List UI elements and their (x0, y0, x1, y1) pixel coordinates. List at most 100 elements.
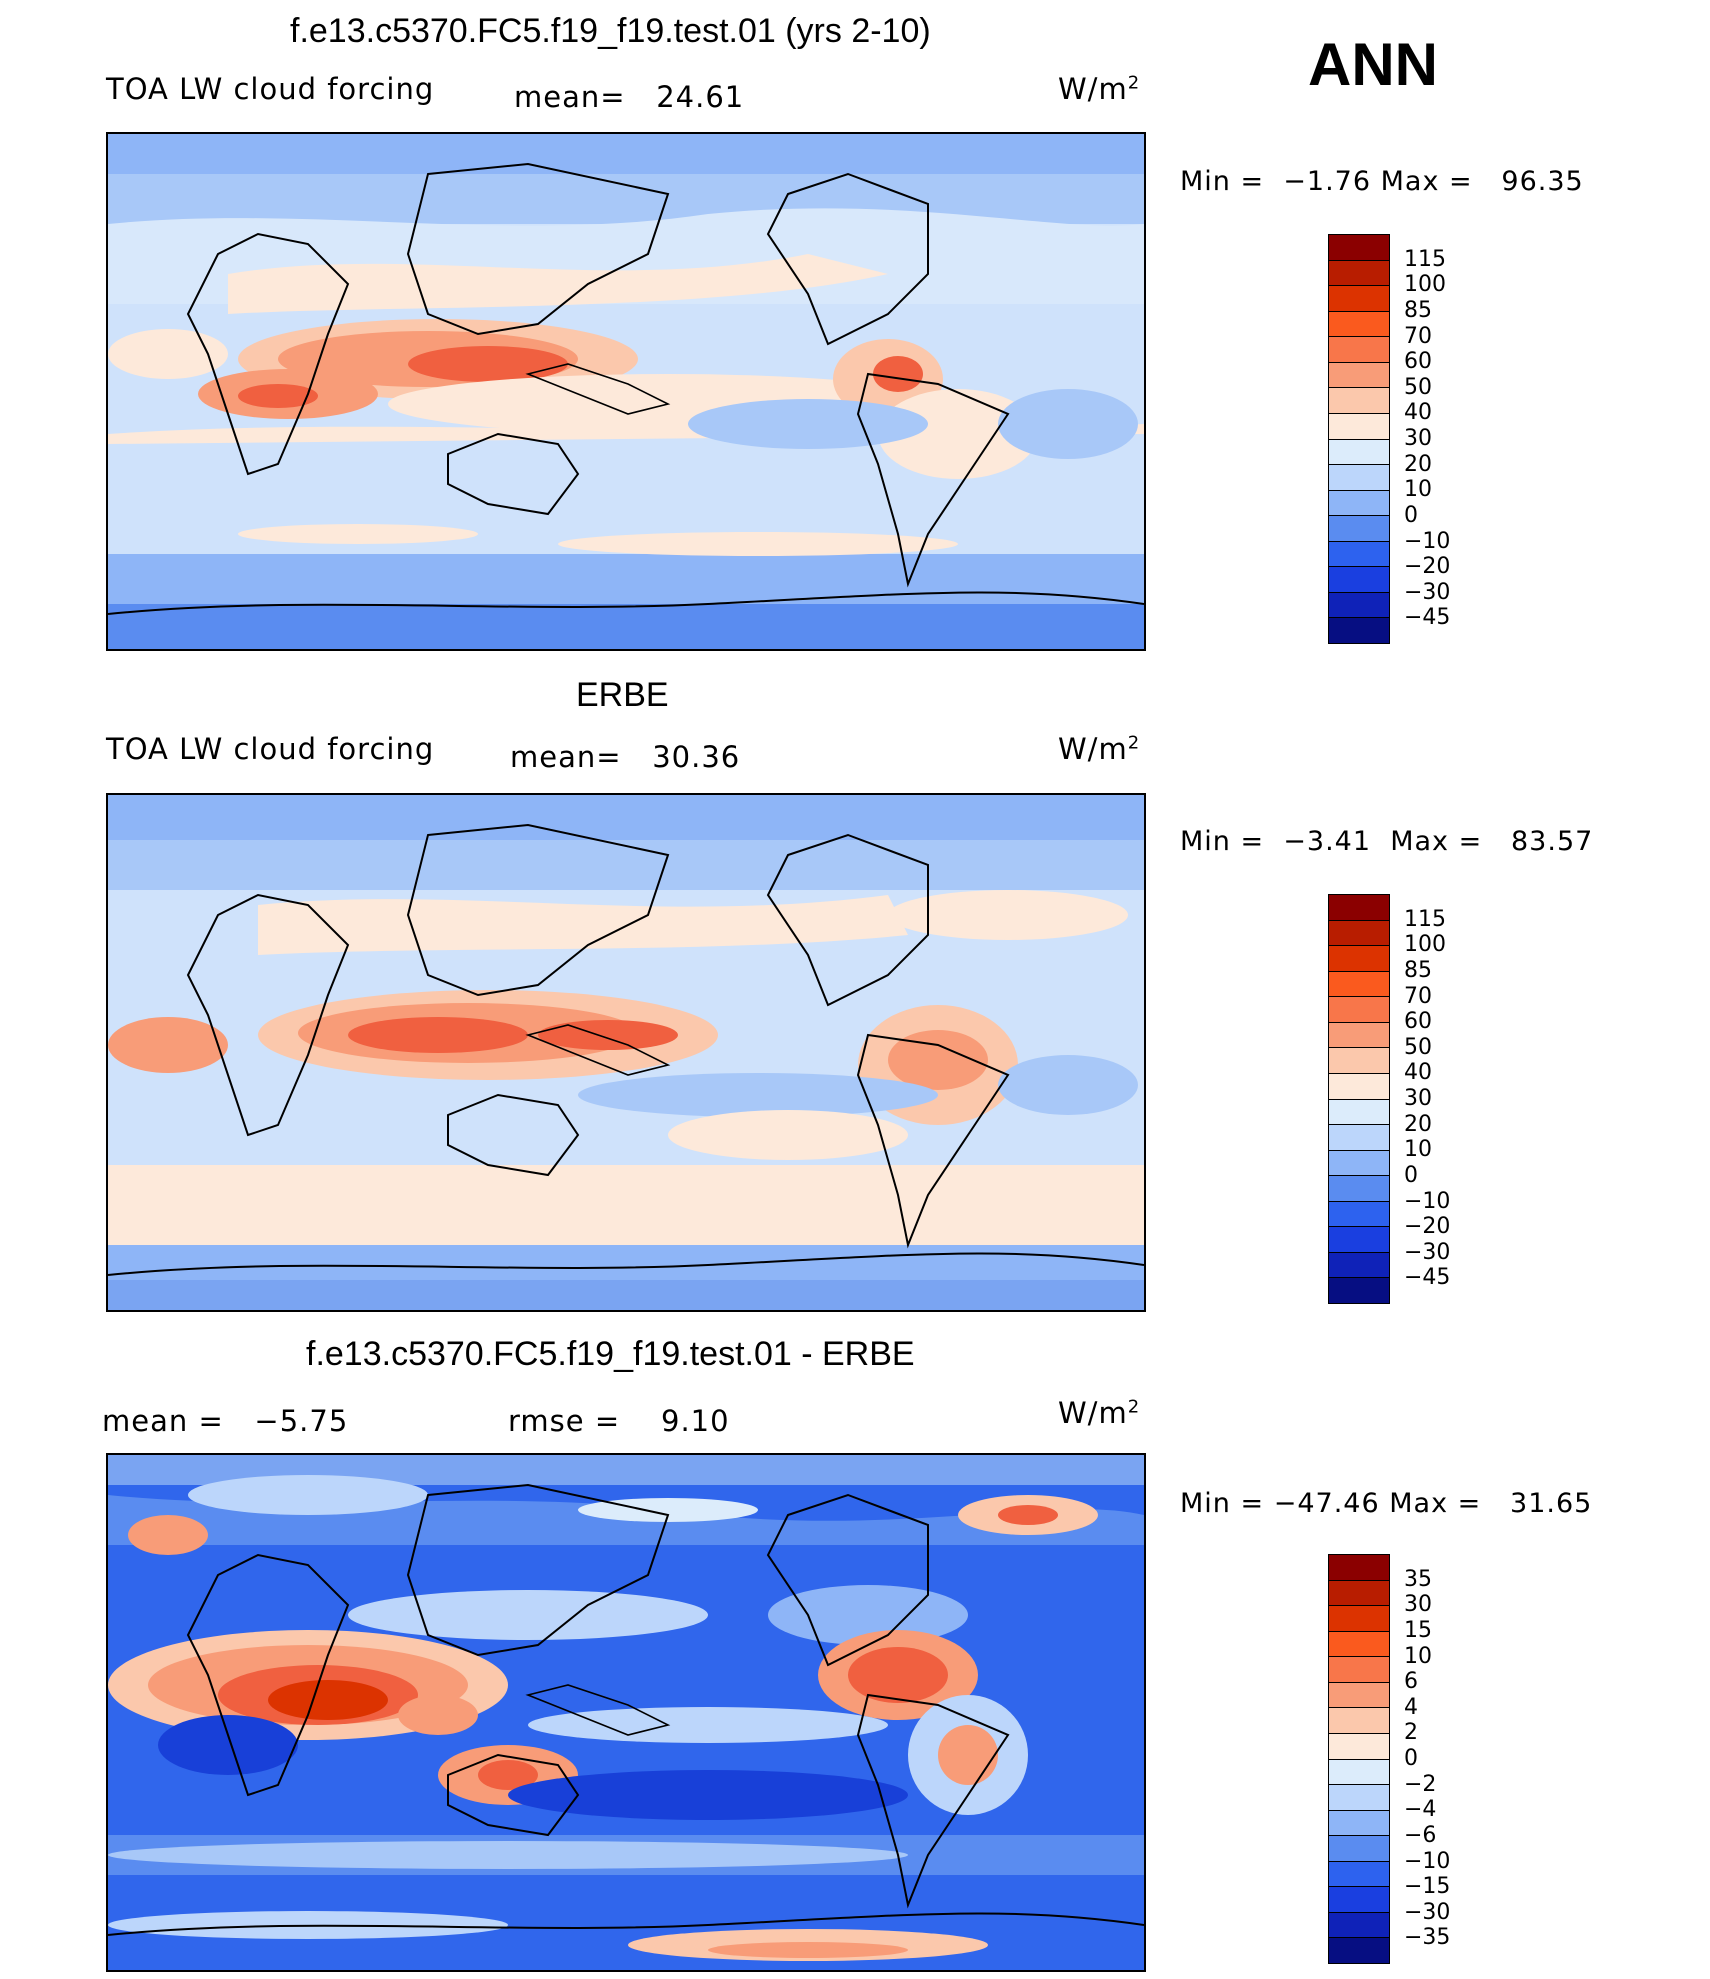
colorbar-level-label: 30 (1404, 1086, 1432, 1111)
colorbar-level-label: 70 (1404, 323, 1432, 349)
colorbar-level-label: −10 (1404, 1188, 1451, 1214)
panel-2-map (106, 793, 1146, 1312)
colorbar-swatch (1329, 1580, 1389, 1607)
colorbar-swatch (1329, 567, 1389, 593)
colorbar-level-label: 10 (1404, 1137, 1432, 1163)
colorbar-level-label: 60 (1404, 349, 1432, 375)
panel-3-map (106, 1453, 1146, 1972)
colorbar-swatch (1329, 388, 1389, 414)
colorbar-swatch (1329, 1810, 1389, 1837)
colorbar-level-label: −30 (1404, 579, 1451, 605)
panel-3-units: W/m2 (1058, 1396, 1141, 1430)
colorbar-swatch (1329, 1657, 1389, 1683)
colorbar-swatch (1329, 235, 1389, 261)
colorbar-swatch (1329, 1227, 1389, 1253)
panel-1-minmax: Min = −1.76 Max = 96.35 (1180, 166, 1584, 197)
panel-1-colorbar (1328, 234, 1390, 644)
colorbar-swatch (1329, 1555, 1389, 1581)
colorbar-level-label: 2 (1404, 1720, 1418, 1746)
colorbar-swatch (1329, 1733, 1389, 1760)
panel-1-mean: mean= 24.61 (514, 80, 745, 114)
colorbar-level-label: −45 (1404, 1265, 1451, 1291)
panel-3-contour-field (108, 1455, 1144, 1970)
colorbar-swatch (1329, 1759, 1389, 1786)
colorbar-level-label: 70 (1404, 983, 1432, 1009)
colorbar-swatch (1329, 1278, 1389, 1303)
colorbar-level-label: 100 (1404, 932, 1446, 958)
colorbar-level-label: 20 (1404, 451, 1432, 477)
colorbar-level-label: 35 (1404, 1566, 1432, 1592)
colorbar-level-label: −45 (1404, 605, 1451, 631)
colorbar-swatch (1329, 439, 1389, 466)
panel-3-rmse: rmse = 9.10 (508, 1404, 730, 1438)
panel-3-colorbar (1328, 1554, 1390, 1964)
colorbar-level-label: 0 (1404, 1746, 1418, 1771)
colorbar-swatch (1329, 971, 1389, 998)
colorbar-swatch (1329, 1099, 1389, 1126)
colorbar-swatch (1329, 413, 1389, 440)
colorbar-level-label: 0 (1404, 1162, 1418, 1188)
colorbar-level-label: 50 (1404, 1034, 1432, 1060)
colorbar-level-label: 10 (1404, 477, 1432, 503)
panel-2-variable: TOA LW cloud forcing (106, 732, 435, 766)
colorbar-level-label: 60 (1404, 1009, 1432, 1035)
colorbar-level-label: −10 (1404, 528, 1451, 554)
colorbar-swatch (1329, 1252, 1389, 1279)
colorbar-level-label: 4 (1404, 1694, 1418, 1720)
colorbar-swatch (1329, 592, 1389, 619)
colorbar-swatch (1329, 946, 1389, 972)
colorbar-swatch (1329, 1022, 1389, 1049)
colorbar-level-label: −20 (1404, 1214, 1451, 1240)
colorbar-swatch (1329, 1785, 1389, 1811)
panel-1-units: W/m2 (1058, 72, 1141, 106)
panel-1-variable: TOA LW cloud forcing (106, 72, 435, 106)
panel-1-map (106, 132, 1146, 651)
colorbar-level-label: −15 (1404, 1874, 1451, 1900)
colorbar-swatch (1329, 286, 1389, 312)
colorbar-level-label: −35 (1404, 1925, 1451, 1951)
colorbar-swatch (1329, 997, 1389, 1023)
colorbar-swatch (1329, 1887, 1389, 1913)
colorbar-swatch (1329, 1912, 1389, 1939)
colorbar-swatch (1329, 490, 1389, 517)
colorbar-swatch (1329, 1201, 1389, 1228)
colorbar-level-label: 30 (1404, 1592, 1432, 1618)
colorbar-level-label: 0 (1404, 502, 1418, 528)
colorbar-level-label: 20 (1404, 1111, 1432, 1137)
panel-2-minmax: Min = −3.41 Max = 83.57 (1180, 826, 1594, 857)
colorbar-level-label: 115 (1404, 246, 1446, 272)
colorbar-swatch (1329, 337, 1389, 363)
colorbar-level-label: −2 (1404, 1771, 1437, 1797)
colorbar-swatch (1329, 1682, 1389, 1709)
panel-2-colorbar (1328, 894, 1390, 1304)
colorbar-level-label: 115 (1404, 906, 1446, 932)
colorbar-level-label: 40 (1404, 1060, 1432, 1086)
colorbar-level-label: −4 (1404, 1797, 1437, 1823)
panel-3-minmax: Min = −47.46 Max = 31.65 (1180, 1488, 1593, 1519)
colorbar-level-label: 40 (1404, 400, 1432, 426)
colorbar-swatch (1329, 541, 1389, 568)
colorbar-swatch (1329, 362, 1389, 389)
colorbar-swatch (1329, 1125, 1389, 1151)
colorbar-swatch (1329, 1048, 1389, 1074)
colorbar-swatch (1329, 311, 1389, 338)
colorbar-swatch (1329, 920, 1389, 947)
colorbar-swatch (1329, 1708, 1389, 1734)
panel-2-units: W/m2 (1058, 732, 1141, 766)
colorbar-swatch (1329, 1861, 1389, 1888)
panel-1-title: f.e13.c5370.FC5.f19_f19.test.01 (yrs 2-1… (290, 12, 931, 50)
colorbar-swatch (1329, 1073, 1389, 1100)
panel-2-title: ERBE (576, 676, 669, 714)
colorbar-level-label: 85 (1404, 957, 1432, 983)
season-label: ANN (1308, 31, 1438, 98)
colorbar-swatch (1329, 260, 1389, 287)
colorbar-swatch (1329, 1150, 1389, 1177)
colorbar-swatch (1329, 1836, 1389, 1862)
colorbar-level-label: −30 (1404, 1899, 1451, 1925)
colorbar-level-label: −6 (1404, 1822, 1437, 1848)
colorbar-swatch (1329, 516, 1389, 542)
colorbar-swatch (1329, 618, 1389, 643)
colorbar-level-label: 100 (1404, 272, 1446, 298)
panel-2-mean: mean= 30.36 (510, 740, 741, 774)
colorbar-level-label: 85 (1404, 297, 1432, 323)
